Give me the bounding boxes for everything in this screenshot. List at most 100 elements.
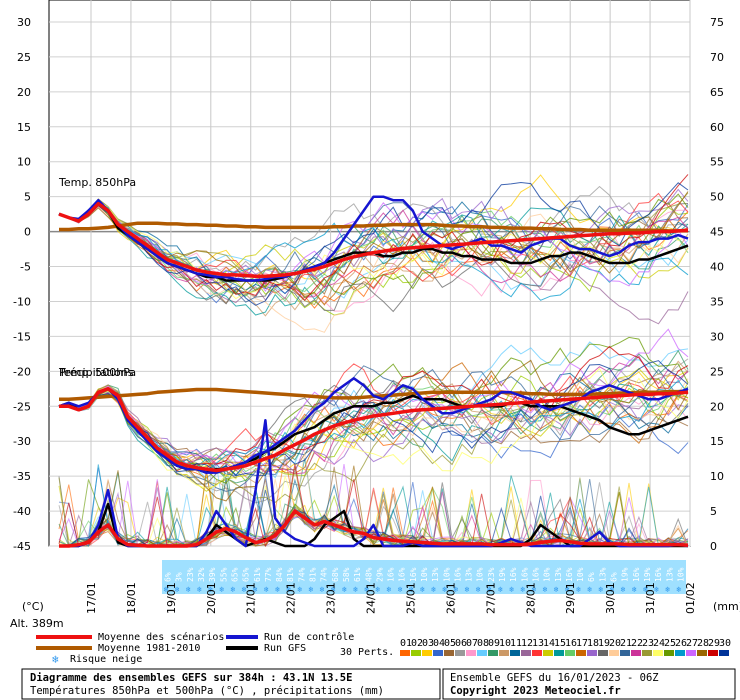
legend-label-mean: Moyenne des scénarios xyxy=(98,631,224,643)
snow-risk-value: 16% xyxy=(632,567,641,582)
date-label: 25/01 xyxy=(404,582,417,614)
snowflake-icon: ❄ xyxy=(164,585,169,594)
pert-line-t500 xyxy=(58,392,689,475)
snowflake-icon: ❄ xyxy=(208,585,213,594)
pert-legend-swatch xyxy=(565,650,575,656)
pert-line-t500 xyxy=(58,365,689,492)
snow-risk-value: 48% xyxy=(364,567,373,582)
snowflake-icon: ❄ xyxy=(286,585,291,594)
snow-risk-value: 10% xyxy=(576,567,585,582)
snowflake-icon: ❄ xyxy=(219,585,224,594)
snow-risk-value: 23% xyxy=(186,567,195,582)
right-tick-label: 70 xyxy=(710,51,724,64)
snowflake-icon: ❄ xyxy=(175,585,180,594)
pert-legend-swatch xyxy=(554,650,564,656)
pert-line-t850 xyxy=(58,203,689,302)
snowflake-icon: ❄ xyxy=(253,585,258,594)
pert-legend-label: 07 xyxy=(466,638,478,649)
snow-risk-value: 19% xyxy=(498,567,507,582)
annotation-t500: Temp. 500hPa xyxy=(58,366,136,379)
snow-risk-value: 13% xyxy=(465,567,474,582)
pert-legend-swatch xyxy=(631,650,641,656)
pert-legend-label: 01 xyxy=(400,638,412,649)
legend-label-gfs: Run GFS xyxy=(264,643,306,654)
snowflake-icon: ❄ xyxy=(375,585,380,594)
footer-run-box xyxy=(442,668,736,700)
pert-legend-swatch xyxy=(686,650,696,656)
pert-legend-label: 17 xyxy=(576,638,588,649)
snow-risk-value: 16% xyxy=(387,567,396,582)
left-tick-label: -25 xyxy=(13,400,31,413)
pert-legend-swatch xyxy=(664,650,674,656)
series-1-t850 xyxy=(59,221,688,233)
pert-line-precip xyxy=(59,465,688,547)
snowflake-icon: ❄ xyxy=(610,585,615,594)
left-tick-label: -45 xyxy=(13,540,31,553)
snowflake-icon: ❄ xyxy=(52,653,59,666)
date-label: 20/01 xyxy=(205,582,218,614)
snowflake-icon: ❄ xyxy=(643,585,648,594)
snowflake-icon: ❄ xyxy=(320,585,325,594)
right-tick-label: 35 xyxy=(710,295,724,308)
snow-risk-value: 6% xyxy=(587,572,596,582)
snowflake-icon: ❄ xyxy=(297,585,302,594)
pert-legend-swatch xyxy=(521,650,531,656)
snow-risk-value: 81% xyxy=(309,567,318,582)
pert-legend-label: 11 xyxy=(510,638,522,649)
snow-risk-strip: 6%❄3%❄23%❄32%❄39%❄55%❄65%❄65%❄61%❄77%❄84… xyxy=(162,560,686,594)
left-tick-label: -10 xyxy=(13,295,31,308)
annotation-t850: Temp. 850hPa xyxy=(58,176,136,189)
pert-legend-swatch xyxy=(620,650,630,656)
snowflake-icon: ❄ xyxy=(665,585,670,594)
snowflake-icon: ❄ xyxy=(420,585,425,594)
date-label: 21/01 xyxy=(245,582,258,614)
footer-copyright: Copyright 2023 Meteociel.fr xyxy=(450,685,621,697)
pert-legend-swatch xyxy=(642,650,652,656)
legend-label-snow: Risque neige xyxy=(70,654,142,665)
pert-legend-label: 29 xyxy=(708,638,720,649)
snowflake-icon: ❄ xyxy=(476,585,481,594)
date-label: 24/01 xyxy=(365,582,378,614)
pert-legend-label: 02 xyxy=(411,638,423,649)
snowflake-icon: ❄ xyxy=(431,585,436,594)
snow-risk-value: 19% xyxy=(621,567,630,582)
pert-line-t500 xyxy=(58,359,689,502)
date-label: 26/01 xyxy=(444,582,457,614)
pert-legend-label: 28 xyxy=(697,638,709,649)
right-tick-label: 45 xyxy=(710,226,724,239)
pert-line-t500 xyxy=(58,377,689,503)
pert-legend-swatch xyxy=(444,650,454,656)
pert-legend-label: 15 xyxy=(554,638,566,649)
left-axis-unit: (°C) xyxy=(22,600,44,613)
date-label: 29/01 xyxy=(564,582,577,614)
snowflake-icon: ❄ xyxy=(186,585,191,594)
snowflake-icon: ❄ xyxy=(264,585,269,594)
snowflake-icon: ❄ xyxy=(587,585,592,594)
snowflake-icon: ❄ xyxy=(543,585,548,594)
snowflake-icon: ❄ xyxy=(632,585,637,594)
series-0-t500 xyxy=(59,387,689,473)
snow-risk-value: 68% xyxy=(331,567,340,582)
snowflake-icon: ❄ xyxy=(487,585,492,594)
snowflake-icon: ❄ xyxy=(621,585,626,594)
snow-risk-value: 16% xyxy=(409,567,418,582)
pert-legend-swatch xyxy=(598,650,608,656)
snowflake-icon: ❄ xyxy=(275,585,280,594)
pert-legend-swatch xyxy=(488,650,498,656)
pert-legend-swatch xyxy=(422,650,432,656)
footer-subtitle: Températures 850hPa et 500hPa (°C) , pré… xyxy=(30,685,384,697)
right-tick-label: 10 xyxy=(710,470,724,483)
snowflake-icon: ❄ xyxy=(531,585,536,594)
snowflake-icon: ❄ xyxy=(598,585,603,594)
left-tick-label: 10 xyxy=(17,156,31,169)
snowflake-icon: ❄ xyxy=(387,585,392,594)
perturbation-legend: 0102030405060708091011121314151617181920… xyxy=(400,638,731,656)
footer-run: Ensemble GEFS du 16/01/2023 - 06Z xyxy=(450,672,659,684)
snow-risk-value: 55% xyxy=(219,567,228,582)
pert-legend-label: 09 xyxy=(488,638,500,649)
pert-legend-label: 30 xyxy=(719,638,731,649)
right-tick-label: 60 xyxy=(710,121,724,134)
pert-legend-label: 16 xyxy=(565,638,577,649)
right-tick-label: 15 xyxy=(710,435,724,448)
